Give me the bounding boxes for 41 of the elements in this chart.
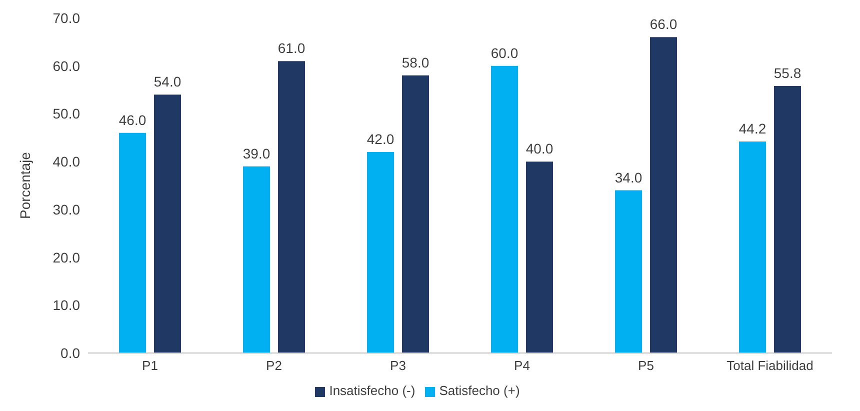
x-tick-label: P2: [266, 358, 282, 374]
y-tick-label: 70.0: [52, 10, 80, 26]
bar: [119, 132, 146, 353]
y-tick-label: 60.0: [52, 58, 80, 74]
bar: [278, 61, 305, 353]
legend-label: Satisfecho (+): [439, 383, 520, 398]
data-label: 46.0: [118, 112, 146, 128]
x-tick-label: Total Fiabilidad: [726, 358, 814, 374]
x-tick-label: P3: [390, 358, 406, 374]
bar: [615, 190, 642, 353]
bar: [526, 162, 553, 353]
x-tick-label: P1: [142, 358, 158, 374]
data-label: 55.8: [774, 64, 802, 81]
bar: [402, 75, 429, 353]
y-tick-label: 20.0: [52, 249, 80, 266]
data-label: 34.0: [614, 169, 642, 186]
data-label: 61.0: [278, 40, 306, 56]
data-label: 39.0: [242, 145, 270, 162]
y-tick-label: 50.0: [52, 106, 80, 122]
y-axis-title: Porcentaje: [16, 152, 33, 219]
bar: [650, 37, 677, 353]
data-label: 42.0: [366, 131, 394, 147]
bar: [491, 66, 518, 353]
data-label: 58.0: [402, 54, 430, 70]
bar: [154, 94, 181, 353]
bar: [367, 152, 394, 353]
data-label: 66.0: [650, 16, 678, 32]
x-tick-label: P4: [514, 358, 530, 374]
y-tick-label: 40.0: [52, 154, 80, 170]
bar: [243, 166, 270, 353]
y-tick-label: 0.0: [60, 344, 80, 361]
bar: [774, 86, 801, 353]
data-label: 60.0: [490, 44, 518, 61]
data-label: 40.0: [526, 140, 554, 157]
y-tick-label: 30.0: [52, 201, 80, 218]
legend-label: Insatisfecho (-): [329, 383, 416, 398]
y-tick-label: 10.0: [52, 297, 80, 314]
bar: [739, 141, 766, 353]
x-tick-label: P5: [638, 358, 654, 374]
data-label: 54.0: [154, 74, 182, 90]
data-label: 44.2: [738, 120, 766, 136]
